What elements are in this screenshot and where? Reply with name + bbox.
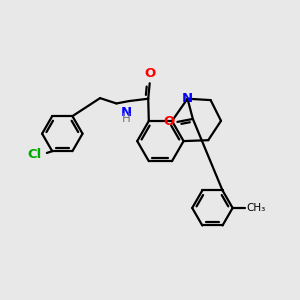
Text: O: O xyxy=(144,67,155,80)
Text: Cl: Cl xyxy=(28,148,42,161)
Text: CH₃: CH₃ xyxy=(246,203,266,213)
Text: O: O xyxy=(163,116,174,128)
Text: N: N xyxy=(121,106,132,119)
Text: N: N xyxy=(182,92,193,105)
Text: H: H xyxy=(122,112,131,125)
